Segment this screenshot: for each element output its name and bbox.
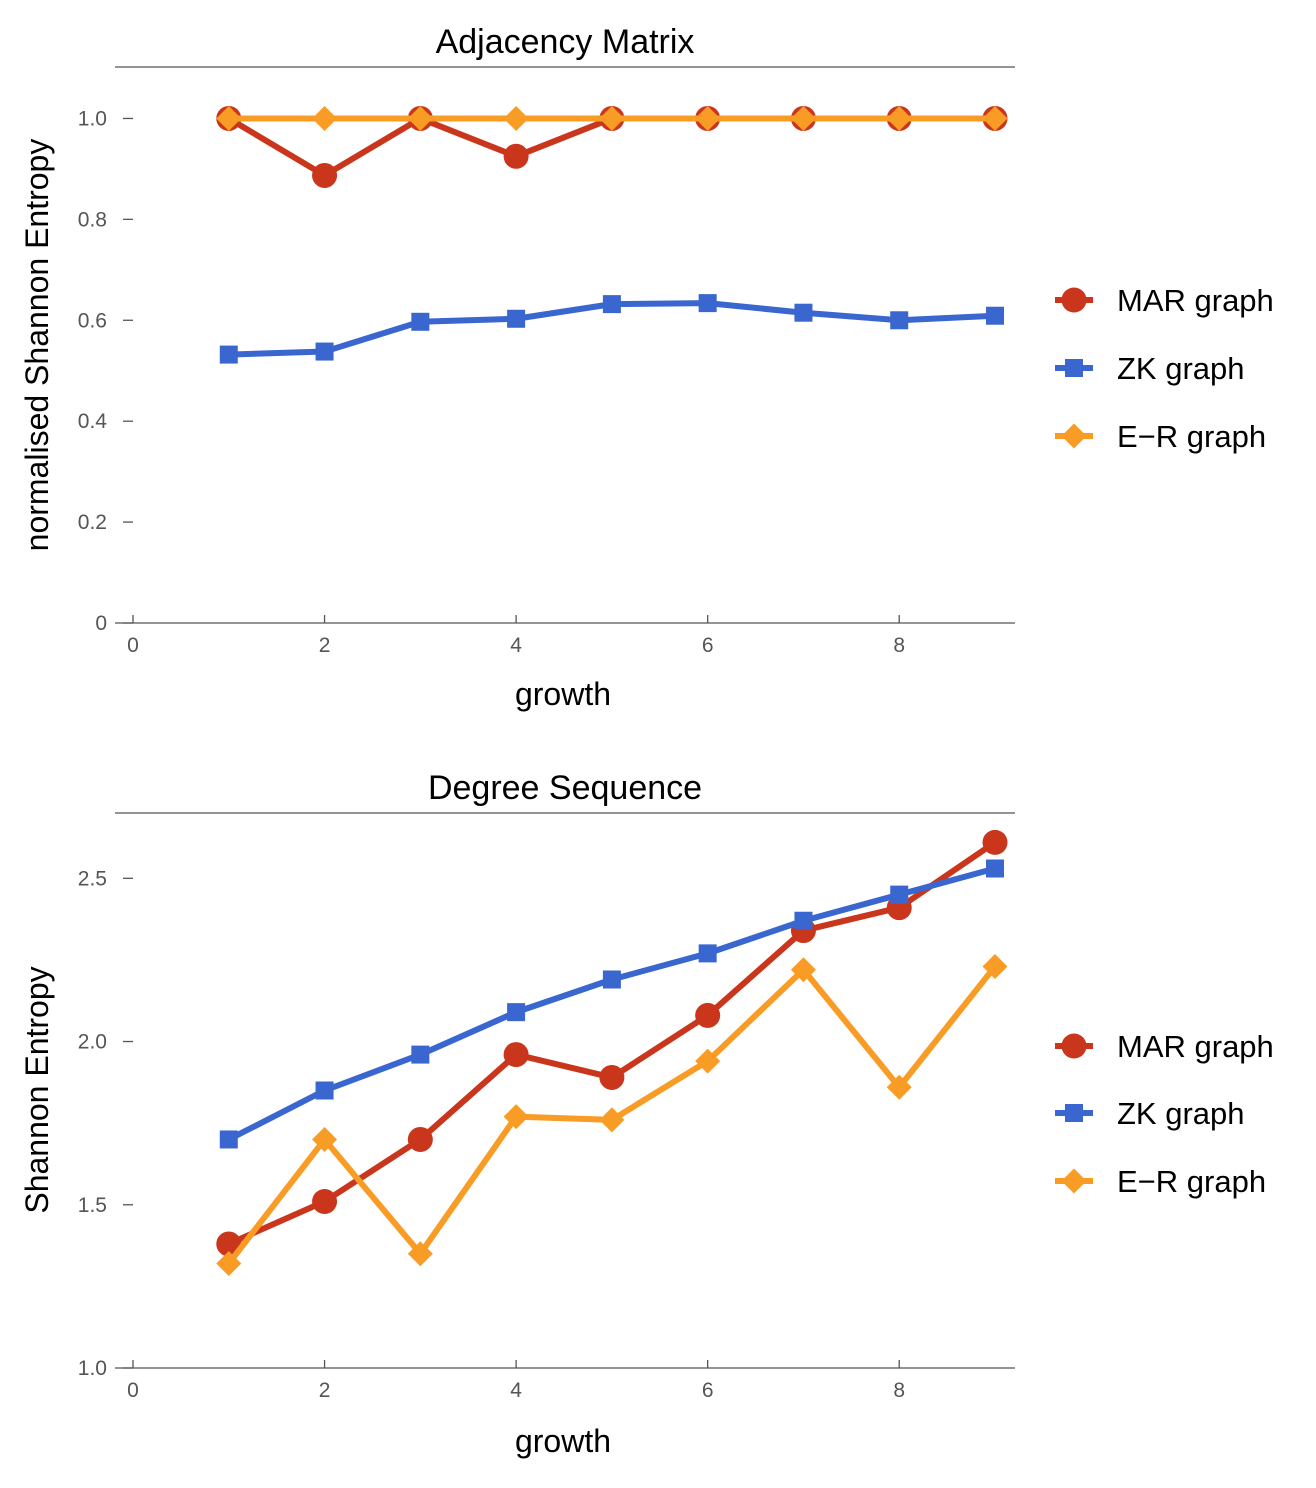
- legend-label-zk: ZK graph: [1117, 351, 1245, 386]
- y-tick-label: 2.0: [78, 1031, 107, 1054]
- data-point-zk: [219, 345, 238, 364]
- tick-group: 0 2 4 6 8 0 0.2 0.4 0.6 0.8 1.0: [78, 107, 905, 657]
- x-tick-label: 6: [702, 1379, 714, 1402]
- data-point-er: [312, 105, 338, 131]
- data-point-mar: [503, 1042, 529, 1068]
- data-point-er: [695, 105, 721, 131]
- data-point-zk: [986, 859, 1004, 878]
- data-point-er: [216, 1251, 242, 1277]
- data-point-er: [599, 105, 625, 131]
- legend-label-er: E−R graph: [1117, 1164, 1266, 1199]
- data-point-zk: [890, 885, 909, 904]
- data-point-er: [216, 105, 242, 131]
- data-point-zk: [507, 1003, 526, 1022]
- y-axis-label: normalised Shannon Entropy: [19, 139, 55, 552]
- data-point-er: [503, 1104, 529, 1130]
- data-point-er: [695, 1048, 721, 1074]
- legend-marker-er: [1061, 1168, 1087, 1194]
- chart-degree-sequence: Degree Sequence growth Shannon Entropy 0…: [19, 769, 1274, 1459]
- y-tick-label: 0.4: [78, 410, 108, 433]
- data-point-mar: [503, 143, 529, 169]
- chart-title: Adjacency Matrix: [436, 23, 695, 61]
- data-point-er: [982, 953, 1008, 979]
- x-tick-label: 4: [510, 634, 522, 657]
- chart-adjacency-matrix: Adjacency Matrix growth normalised Shann…: [19, 23, 1274, 712]
- y-tick-label: 2.5: [78, 867, 107, 890]
- y-tick-label: 0.2: [78, 511, 107, 534]
- x-axis-label: growth: [515, 1423, 611, 1459]
- data-point-zk: [507, 309, 526, 328]
- y-axis-label: Shannon Entropy: [19, 966, 55, 1213]
- series-group: [216, 829, 1008, 1277]
- legend-marker-mar: [1061, 287, 1087, 313]
- x-axis-label: growth: [515, 676, 611, 712]
- data-point-er: [407, 105, 433, 131]
- data-point-zk: [602, 295, 621, 314]
- x-tick-label: 6: [702, 634, 714, 657]
- x-tick-label: 0: [127, 634, 139, 657]
- legend-marker-zk: [1065, 359, 1083, 377]
- y-tick-label: 0.8: [78, 208, 107, 231]
- data-point-er: [982, 105, 1008, 131]
- data-point-er: [599, 1107, 625, 1133]
- data-point-er: [886, 105, 912, 131]
- x-tick-label: 4: [510, 1379, 522, 1402]
- data-point-mar: [312, 1189, 338, 1214]
- tick-group: 0 2 4 6 8 1.0 1.5 2.0 2.5: [78, 867, 905, 1402]
- data-point-mar: [982, 829, 1008, 855]
- data-point-er: [312, 1126, 338, 1152]
- data-point-zk: [602, 970, 621, 989]
- x-tick-label: 0: [127, 1379, 139, 1402]
- x-tick-label: 8: [893, 634, 905, 657]
- data-point-er: [790, 957, 816, 983]
- data-point-zk: [794, 303, 813, 322]
- legend-label-mar: MAR graph: [1117, 283, 1274, 318]
- data-point-mar: [216, 1231, 242, 1257]
- data-point-er: [886, 1074, 912, 1100]
- y-tick-label: 1.0: [78, 107, 107, 130]
- chart-title: Degree Sequence: [428, 769, 702, 807]
- series-group: [216, 105, 1008, 364]
- x-tick-label: 8: [893, 1379, 905, 1402]
- data-point-er: [407, 1241, 433, 1267]
- y-tick-label: 1.5: [78, 1194, 107, 1217]
- data-point-zk: [698, 294, 717, 313]
- data-point-zk: [411, 1045, 430, 1064]
- data-point-zk: [890, 311, 909, 330]
- data-point-er: [790, 105, 816, 131]
- x-tick-label: 2: [319, 1379, 331, 1402]
- data-point-mar: [312, 162, 338, 188]
- data-point-zk: [219, 1130, 238, 1149]
- data-point-mar: [599, 1064, 625, 1090]
- series-line-zk: [227, 865, 996, 1143]
- legend: MAR graph ZK graph E−R graph: [1055, 283, 1274, 454]
- data-point-zk: [315, 342, 334, 361]
- legend-label-mar: MAR graph: [1117, 1029, 1274, 1064]
- data-point-mar: [695, 1002, 721, 1028]
- y-tick-label: 1.0: [78, 1357, 107, 1380]
- legend-label-er: E−R graph: [1117, 419, 1266, 454]
- legend-label-zk: ZK graph: [1117, 1096, 1245, 1131]
- data-point-zk: [698, 944, 717, 963]
- data-point-er: [503, 105, 529, 131]
- data-point-mar: [407, 1126, 433, 1152]
- data-point-zk: [411, 312, 430, 331]
- legend-marker-zk: [1065, 1104, 1083, 1122]
- legend: MAR graph ZK graph E−R graph: [1055, 1029, 1274, 1199]
- data-point-zk: [986, 306, 1004, 325]
- x-tick-label: 2: [319, 634, 331, 657]
- data-point-zk: [794, 911, 813, 930]
- y-tick-label: 0.6: [78, 309, 107, 332]
- y-tick-label: 0: [95, 612, 107, 635]
- data-point-zk: [315, 1081, 334, 1100]
- legend-marker-mar: [1061, 1033, 1087, 1059]
- legend-marker-er: [1061, 423, 1087, 449]
